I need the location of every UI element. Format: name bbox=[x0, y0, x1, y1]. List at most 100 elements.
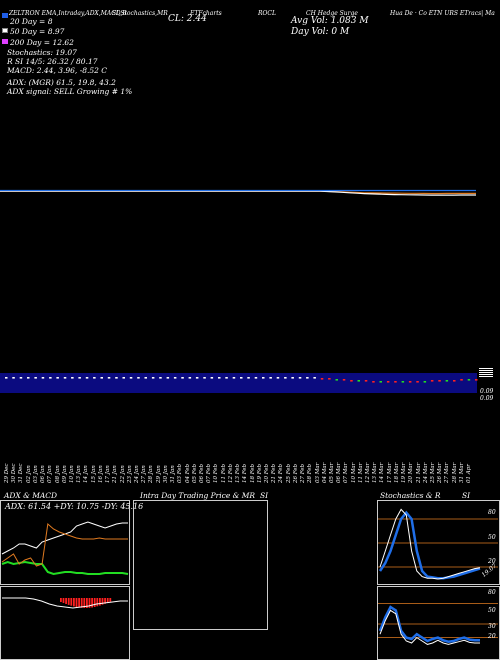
volume-mark bbox=[225, 377, 228, 379]
volume-mark bbox=[27, 377, 30, 379]
volume-mark bbox=[306, 377, 309, 379]
day-vol-label: Day Vol: 0 M bbox=[291, 27, 350, 37]
macd-bar bbox=[80, 598, 83, 608]
macd-bar bbox=[91, 598, 93, 608]
ema200-label: 200 Day = 12.62 bbox=[10, 38, 74, 47]
macd-line bbox=[2, 597, 128, 609]
stoch-tick-20: 20 bbox=[488, 558, 496, 565]
volume-mark bbox=[56, 377, 59, 379]
si-line-14 bbox=[378, 605, 480, 643]
stoch-d-line bbox=[378, 510, 481, 580]
volume-mark bbox=[71, 377, 74, 379]
volume-mark bbox=[423, 381, 427, 383]
macd-bar bbox=[88, 598, 91, 608]
volume-mark bbox=[195, 377, 199, 379]
volume-mark bbox=[144, 377, 147, 379]
volume-mark bbox=[203, 377, 206, 379]
volume-mark bbox=[122, 377, 125, 379]
close-label: CL: 2.44 bbox=[168, 14, 207, 24]
si-tick-30: 30 bbox=[488, 623, 496, 630]
volume-mark bbox=[107, 377, 111, 379]
macd-bar bbox=[96, 598, 99, 607]
ema20-label: 20 Day = 8 bbox=[10, 17, 53, 26]
volume-mark bbox=[210, 377, 214, 379]
avg-vol-label: Avg Vol: 1.083 M bbox=[291, 16, 369, 26]
stochastics-readout: Stochastics: 19.07 bbox=[7, 48, 77, 57]
volume-mark bbox=[475, 379, 478, 381]
volume-mark bbox=[453, 380, 456, 382]
stoch-tick-50: 50 bbox=[488, 534, 496, 541]
volume-mark bbox=[12, 377, 15, 379]
macd-bar bbox=[65, 598, 67, 604]
volume-mark bbox=[313, 377, 316, 379]
main-price-chart bbox=[0, 189, 476, 196]
volume-mark bbox=[298, 377, 302, 379]
company-note: Hua De · Co ETN URS ETracs| Ma bbox=[390, 10, 495, 17]
volume-mark bbox=[63, 377, 67, 379]
macd-bar bbox=[67, 598, 70, 605]
macd-bar bbox=[73, 598, 75, 607]
volume-mark bbox=[34, 377, 37, 379]
macd-bar bbox=[83, 598, 86, 608]
volume-mark bbox=[93, 377, 96, 379]
volume-mark bbox=[247, 377, 250, 379]
header-title: ZELTRON EMA,Intraday,ADX,MACD,B bbox=[9, 10, 127, 17]
volume-mark bbox=[19, 377, 23, 379]
macd-bar bbox=[101, 598, 104, 605]
volume-mark bbox=[467, 379, 471, 381]
si-tick-20: 20 bbox=[488, 633, 496, 640]
volume-mark bbox=[276, 377, 280, 379]
volume-mark bbox=[100, 377, 103, 379]
stoch-tick-80: 80 bbox=[488, 509, 496, 516]
ema20-swatch bbox=[2, 13, 8, 18]
plus-dy-line bbox=[1, 560, 129, 576]
volume-mark bbox=[240, 377, 243, 379]
volume-mark bbox=[269, 377, 272, 379]
macd-bar bbox=[93, 598, 96, 607]
macd-bar bbox=[99, 598, 101, 606]
macd-bar bbox=[109, 598, 112, 602]
volume-strip bbox=[5, 377, 478, 383]
macd-bar bbox=[104, 598, 106, 604]
stoch-k-line bbox=[379, 508, 481, 580]
volume-mark bbox=[232, 377, 236, 379]
volume-mark bbox=[218, 377, 221, 379]
volume-mark bbox=[166, 377, 170, 379]
ema50-label: 50 Day = 8.97 bbox=[10, 27, 65, 36]
volume-mark bbox=[173, 377, 177, 379]
volume-mark bbox=[438, 380, 441, 382]
intraday-panel bbox=[133, 500, 268, 630]
macd-readout: MACD: 2.44, 3.96, -8.52 C bbox=[7, 66, 108, 75]
macd-bar bbox=[62, 598, 65, 603]
volume-mark bbox=[181, 377, 184, 379]
ticker-note: ROCL bbox=[258, 10, 277, 17]
volume-mark bbox=[5, 377, 8, 379]
macd-bar bbox=[60, 598, 62, 602]
ema200-swatch bbox=[2, 39, 8, 44]
si-readout: R SI 14/5: 26.32 / 80.17 bbox=[7, 57, 98, 66]
macd-bar bbox=[86, 598, 88, 608]
si-tick-80: 80 bbox=[488, 589, 496, 596]
volume-mark bbox=[129, 377, 133, 379]
volume-mark bbox=[386, 381, 390, 383]
volume-mark bbox=[445, 380, 449, 382]
intraday-title: Intra Day Trading Price & MR bbox=[140, 491, 256, 500]
volume-mark bbox=[328, 378, 331, 380]
volume-mark bbox=[350, 380, 353, 382]
adx-panel-title: ADX & MACD bbox=[4, 491, 58, 500]
si-line-5 bbox=[379, 609, 480, 645]
stoch-panel-title: Stochastics & R bbox=[380, 491, 441, 500]
volume-mark bbox=[284, 377, 287, 379]
volume-mark bbox=[335, 379, 338, 381]
volume-mark bbox=[460, 379, 463, 381]
adx-panel-readout: ADX: 61.54 +DY: 10.75 -DY: 45.16 bbox=[5, 502, 144, 511]
volume-mark bbox=[342, 379, 346, 381]
adx-panel bbox=[0, 500, 130, 585]
volume-mark bbox=[379, 381, 382, 383]
volume-mark bbox=[137, 377, 140, 379]
volume-mark bbox=[394, 381, 397, 383]
volume-mark bbox=[372, 381, 375, 383]
macd-bar bbox=[75, 598, 78, 607]
sym-note: CH Hedge Surge bbox=[306, 10, 358, 17]
